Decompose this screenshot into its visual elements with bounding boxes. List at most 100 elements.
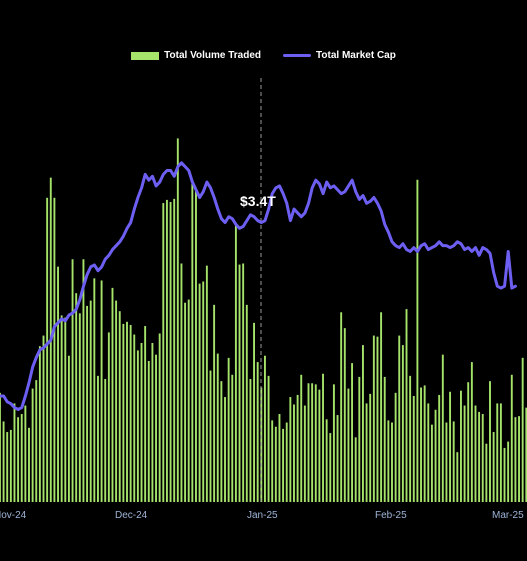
volume-bar — [492, 432, 495, 502]
volume-bar — [296, 394, 299, 502]
legend-label-market-cap: Total Market Cap — [316, 50, 396, 61]
volume-bar — [220, 381, 223, 502]
volume-bar — [322, 373, 324, 502]
volume-bar — [452, 421, 455, 502]
volume-bar — [470, 362, 473, 502]
volume-bar — [224, 397, 226, 502]
x-tick-label: Nov-24 — [0, 510, 27, 521]
volume-bar — [518, 416, 520, 502]
volume-bar — [278, 414, 281, 502]
volume-bar — [387, 420, 390, 502]
volume-bar — [0, 392, 1, 502]
volume-bar — [434, 409, 437, 502]
volume-bar — [412, 396, 415, 502]
volume-bar — [158, 333, 161, 502]
volume-bar — [93, 278, 96, 502]
volume-bar — [6, 432, 9, 502]
volume-bar — [20, 414, 23, 502]
volume-bar — [430, 424, 433, 502]
volume-bar — [133, 334, 136, 502]
volume-bar — [463, 405, 466, 502]
volume-bar — [478, 411, 481, 502]
volume-bar — [365, 403, 368, 502]
volume-bar — [300, 374, 303, 502]
volume-bar — [460, 390, 462, 502]
volume-bar — [362, 345, 364, 502]
volume-bar — [485, 443, 488, 502]
volume-bar — [336, 415, 339, 502]
volume-bar — [343, 328, 346, 502]
volume-bar — [104, 379, 107, 502]
volume-bar — [169, 202, 172, 502]
volume-bar — [510, 374, 513, 502]
volume-bar — [340, 312, 343, 502]
volume-bar — [507, 441, 510, 502]
legend-label-volume: Total Volume Traded — [164, 50, 262, 61]
volume-bar — [107, 332, 110, 502]
volume-bar — [38, 346, 41, 502]
volume-bar — [129, 324, 132, 502]
volume-bar — [380, 312, 383, 502]
volume-bar — [147, 361, 150, 502]
volume-bar — [78, 313, 81, 502]
volume-bar — [82, 259, 85, 502]
legend-item-market-cap[interactable]: Total Market Cap — [283, 50, 396, 61]
volume-bar — [245, 304, 248, 502]
volume-bar — [391, 422, 393, 502]
volume-bar — [456, 452, 459, 502]
x-tick-label: Dec-24 — [115, 510, 148, 521]
volume-bar — [89, 300, 92, 502]
volume-bar — [271, 420, 274, 502]
volume-bar — [394, 392, 397, 502]
volume-bar — [155, 354, 157, 502]
volume-bar — [162, 203, 165, 502]
volume-bar — [205, 265, 208, 502]
x-tick-label: Feb-25 — [375, 510, 407, 521]
volume-bar — [307, 383, 310, 502]
volume-bar — [198, 283, 201, 502]
volume-bar — [100, 280, 103, 502]
volume-bar — [376, 336, 379, 502]
legend-item-volume[interactable]: Total Volume Traded — [131, 50, 261, 61]
volume-bar — [303, 405, 306, 502]
volume-bar — [351, 363, 354, 502]
volume-bar — [231, 374, 234, 502]
legend-swatch-volume — [131, 51, 160, 60]
volume-bar — [9, 429, 12, 502]
volume-bar — [445, 422, 448, 502]
volume-bar — [53, 197, 56, 502]
volume-bar — [151, 343, 154, 502]
volume-bar — [329, 433, 332, 502]
volume-bar — [57, 266, 59, 502]
volume-bar — [423, 385, 426, 502]
volume-bar — [499, 403, 502, 502]
volume-bar — [111, 287, 114, 502]
volume-bar — [249, 379, 252, 502]
volume-bar — [358, 376, 361, 502]
volume-bar — [427, 403, 430, 502]
volume-bar — [191, 184, 194, 502]
volume-bar — [467, 382, 470, 502]
x-tick-label: Mar-25 — [492, 510, 524, 521]
volume-bar — [449, 391, 452, 502]
volume-bar — [496, 403, 499, 502]
volume-bar — [31, 388, 34, 502]
volume-bar — [318, 389, 321, 502]
volume-bar — [122, 323, 125, 502]
volume-bar — [383, 376, 386, 502]
volume-bar — [263, 355, 266, 502]
volume-bar — [209, 370, 212, 502]
volume-bar — [71, 259, 74, 502]
volume-bar — [118, 311, 121, 502]
volume-bar — [227, 357, 230, 502]
volume-bar — [289, 397, 292, 502]
volume-bar — [13, 403, 16, 502]
volume-bar — [24, 405, 27, 502]
volume-bar — [416, 179, 419, 502]
annotation-label: $3.4T — [240, 193, 276, 209]
volume-bar — [42, 335, 45, 502]
volume-bar — [489, 381, 491, 502]
x-tick-label: Jan-25 — [247, 510, 278, 521]
volume-bar — [173, 198, 176, 502]
